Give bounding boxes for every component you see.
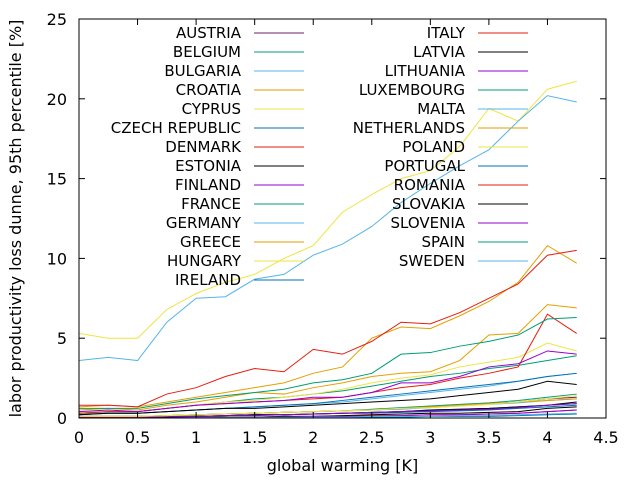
y-axis-label: labor productivity loss dunne, 95th perc… bbox=[6, 20, 25, 418]
series-line-malta bbox=[78, 95, 577, 362]
y-tick-label: 10 bbox=[47, 249, 67, 268]
legend-label: FRANCE bbox=[181, 195, 241, 213]
plot-frame bbox=[78, 18, 607, 419]
x-tick-label: 3 bbox=[425, 428, 435, 447]
x-tick-label: 0 bbox=[74, 428, 84, 447]
legend-label: SPAIN bbox=[421, 233, 465, 251]
legend-label: BELGIUM bbox=[173, 43, 241, 61]
legend: AUSTRIABELGIUMBULGARIACROATIACYPRUSCZECH… bbox=[111, 24, 528, 289]
x-tick-label: 2.5 bbox=[359, 428, 384, 447]
series-line-croatia bbox=[78, 304, 577, 411]
legend-label: GREECE bbox=[180, 233, 241, 251]
legend-label: LITHUANIA bbox=[385, 62, 466, 80]
series-line-greece bbox=[78, 244, 577, 408]
legend-label: HUNGARY bbox=[167, 252, 242, 270]
series-line-romania bbox=[78, 313, 577, 414]
legend-label: BULGARIA bbox=[164, 62, 241, 80]
legend-label: LATVIA bbox=[413, 43, 466, 61]
legend-label: CYPRUS bbox=[182, 100, 241, 118]
x-tick-label: 1 bbox=[191, 428, 201, 447]
series-line-spain bbox=[79, 316, 577, 409]
legend-label: SLOVENIA bbox=[390, 214, 465, 232]
legend-label: IRELAND bbox=[175, 271, 241, 289]
series-line-poland bbox=[79, 395, 577, 417]
x-tick-label: 0.5 bbox=[125, 428, 150, 447]
legend-label: FINLAND bbox=[175, 176, 241, 194]
legend-label: ESTONIA bbox=[175, 157, 242, 175]
legend-label: MALTA bbox=[417, 100, 465, 118]
x-axis-label: global warming [K] bbox=[267, 456, 418, 475]
legend-label: LUXEMBOURG bbox=[359, 81, 465, 99]
y-tick-label: 0 bbox=[57, 409, 67, 428]
y-tick-label: 25 bbox=[47, 10, 67, 29]
legend-label: PORTUGAL bbox=[384, 157, 465, 175]
series-line-italy bbox=[79, 249, 577, 408]
legend-label: CZECH REPUBLIC bbox=[111, 119, 241, 137]
legend-label: ITALY bbox=[427, 24, 466, 42]
x-tick-label: 4 bbox=[542, 428, 552, 447]
x-tick-label: 1.5 bbox=[242, 428, 267, 447]
y-tick-label: 15 bbox=[47, 170, 67, 189]
x-tick-label: 2 bbox=[308, 428, 318, 447]
legend-label: GERMANY bbox=[166, 214, 242, 232]
series-lines bbox=[78, 80, 577, 419]
series-line-lithuania bbox=[79, 403, 577, 418]
legend-label: DENMARK bbox=[165, 138, 242, 156]
legend-label: ROMANIA bbox=[394, 176, 466, 194]
legend-label: POLAND bbox=[402, 138, 465, 156]
series-line-cyprus bbox=[78, 80, 577, 339]
y-tick-label: 20 bbox=[47, 90, 67, 109]
axis-ticks: 0 0.5 1 1.5 2 2.5 3 3.5 4 4.5 0 5 10 15 20 25 bbox=[47, 10, 619, 447]
legend-label: CROATIA bbox=[176, 81, 242, 99]
y-tick-label: 5 bbox=[57, 329, 67, 348]
x-tick-label: 3.5 bbox=[476, 428, 501, 447]
series-line-slovakia bbox=[78, 380, 577, 416]
legend-label: AUSTRIA bbox=[176, 24, 242, 42]
legend-label: SLOVAKIA bbox=[392, 195, 466, 213]
legend-label: NETHERLANDS bbox=[353, 119, 465, 137]
series-line-slovenia bbox=[78, 350, 577, 413]
x-tick-label: 4.5 bbox=[593, 428, 618, 447]
legend-label: SWEDEN bbox=[399, 252, 465, 270]
